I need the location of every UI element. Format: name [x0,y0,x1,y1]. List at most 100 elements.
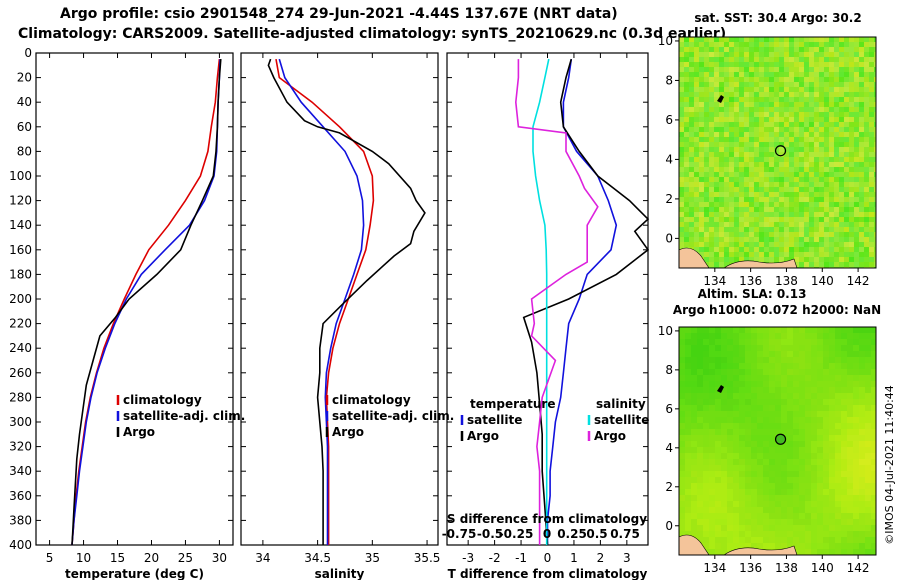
map-cell [849,227,854,232]
map-cell [844,87,849,92]
map-cell [739,122,744,127]
map-cell [709,112,714,117]
map-cell [679,453,685,459]
map-cell [829,147,834,152]
map-cell [781,507,787,513]
map-cell [721,501,727,507]
map-cell [754,112,759,117]
map-cell [757,537,763,543]
map-cell [814,262,819,267]
map-cell [689,212,694,217]
map-cell [763,423,769,429]
map-cell [835,411,841,417]
map-cell [779,217,784,222]
map-cell [724,207,729,212]
map-cell [734,122,739,127]
map-cell [819,237,824,242]
map-cell [864,207,869,212]
map-cell [769,47,774,52]
map-cell [759,132,764,137]
map-cell [679,127,684,132]
map-cell [714,92,719,97]
map-cell [749,117,754,122]
map-cell [781,471,787,477]
map-cell [829,357,835,363]
map-cell [739,57,744,62]
map-cell [715,399,721,405]
map-cell [714,167,719,172]
map-cell [724,192,729,197]
map-cell [727,333,733,339]
map-cell [847,465,853,471]
map-cell [809,97,814,102]
map-cell [854,142,859,147]
map-cell [829,227,834,232]
map-cell [793,489,799,495]
x-tick-label: 2 [597,551,605,565]
map-cell [834,142,839,147]
map-cell [749,162,754,167]
map-cell [847,351,853,357]
map-cell [699,137,704,142]
map-cell [749,202,754,207]
map-cell [839,232,844,237]
map-cell [759,147,764,152]
y-tick-label: 0 [24,46,32,60]
map-cell [829,477,835,483]
map-cell [764,112,769,117]
map-cell [784,82,789,87]
map-cell [844,177,849,182]
map-cell [784,202,789,207]
map-cell [769,489,775,495]
map-cell [679,67,684,72]
map-cell [829,459,835,465]
map-cell [804,182,809,187]
map-cell [744,102,749,107]
map-cell [804,132,809,137]
map-cell [733,423,739,429]
map-cell [754,77,759,82]
map-cell [729,122,734,127]
map-cell [729,227,734,232]
map-cell [689,42,694,47]
map-cell [809,87,814,92]
map-cell [694,137,699,142]
map-cell [749,127,754,132]
map-cell [775,507,781,513]
map-cell [709,405,715,411]
map-cell [853,447,859,453]
map-cell [849,102,854,107]
map-cell [704,122,709,127]
map-cell [689,222,694,227]
map-cell [814,87,819,92]
map-title: Altim. SLA: 0.13 [698,287,807,301]
series-line [514,59,599,545]
map-cell [817,513,823,519]
map-cell [679,152,684,157]
map-cell [839,122,844,127]
map-cell [757,375,763,381]
map-cell [699,177,704,182]
map-cell [745,477,751,483]
map-cell [809,127,814,132]
map-cell [824,107,829,112]
map-cell [793,513,799,519]
map-cell [704,212,709,217]
map-cell [865,333,871,339]
map-cell [763,333,769,339]
map-cell [849,157,854,162]
map-cell [849,62,854,67]
map-cell [751,423,757,429]
map-cell [691,489,697,495]
y-tick-label: 8 [665,73,673,87]
map-cell [865,399,871,405]
map-cell [684,152,689,157]
map-cell [679,217,684,222]
map-cell [719,152,724,157]
map-cell [809,207,814,212]
map-cell [769,57,774,62]
map-cell [769,369,775,375]
map-cell [854,122,859,127]
map-cell [764,207,769,212]
map-cell [699,142,704,147]
